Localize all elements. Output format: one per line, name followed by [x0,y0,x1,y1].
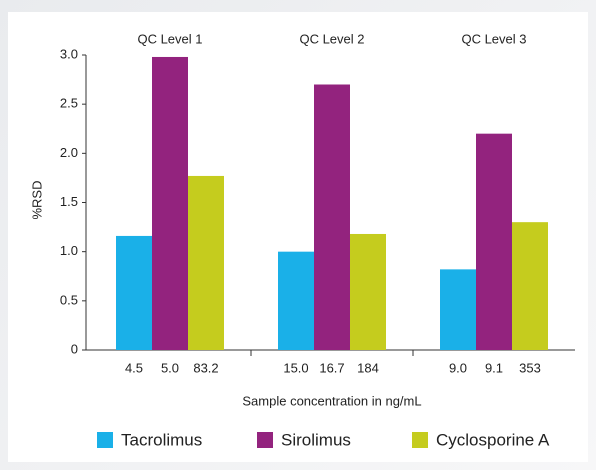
y-tick-label: 2.0 [60,145,78,160]
category-label: QC Level 3 [461,31,526,46]
bar-label: 83.2 [193,360,218,375]
category-label: QC Level 1 [137,31,202,46]
bar-label: 9.1 [485,360,503,375]
y-tick-label: 0.5 [60,292,78,307]
legend-swatch [97,432,113,448]
bar [152,56,188,350]
bar [476,133,512,350]
bar-label: 4.5 [125,360,143,375]
bar-label: 16.7 [319,360,344,375]
bar [512,222,548,350]
y-tick-label: 0 [71,341,78,356]
bar [188,175,224,350]
legend-text: Sirolimus [281,430,351,449]
bar [440,269,476,350]
legend-text: Tacrolimus [121,430,202,449]
bar-label: 184 [357,360,379,375]
bar [278,251,314,350]
bar [314,84,350,350]
bar-label: 5.0 [161,360,179,375]
bar-label: 15.0 [283,360,308,375]
bar-label: 9.0 [449,360,467,375]
legend-text: Cyclosporine A [436,430,550,449]
x-axis-label: Sample concentration in ng/mL [242,393,421,408]
category-label: QC Level 2 [299,31,364,46]
bar [116,235,152,350]
legend-swatch [257,432,273,448]
y-tick-label: 1.0 [60,243,78,258]
y-tick-label: 1.5 [60,194,78,209]
bar-label: 353 [519,360,541,375]
bar [350,233,386,350]
y-tick-label: 3.0 [60,46,78,61]
y-axis-label: %RSD [29,180,44,219]
y-tick-label: 2.5 [60,96,78,111]
legend-swatch [412,432,428,448]
